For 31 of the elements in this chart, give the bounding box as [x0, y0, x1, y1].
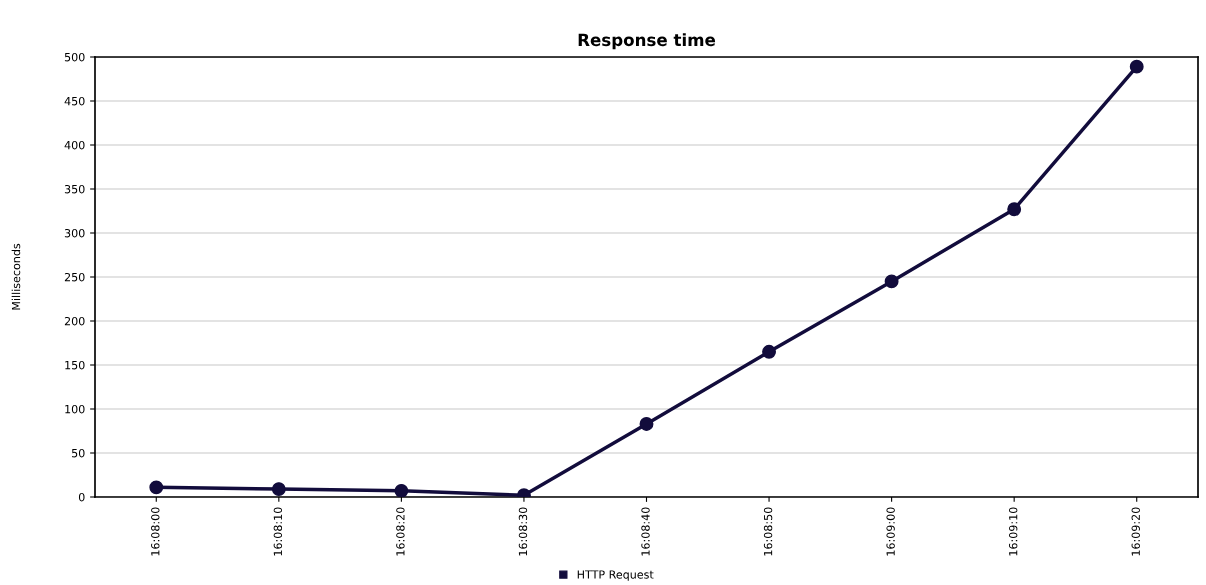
- chart-title: Response time: [578, 33, 716, 50]
- x-tick-label: 16:08:20: [396, 507, 405, 556]
- y-tick-label: 450: [64, 96, 85, 106]
- point: [1007, 202, 1022, 217]
- y-tick-label: 100: [65, 404, 85, 414]
- x-tick-label: 16:09:10: [1008, 507, 1018, 556]
- x-tick-label: 16:08:10: [273, 507, 283, 556]
- x-tick-label: 16:08:50: [763, 507, 773, 556]
- y-tick-label: 0: [78, 492, 85, 502]
- legend-label: HTTP Request: [577, 570, 654, 581]
- x-tick-label: 16:08:30: [518, 507, 528, 556]
- point: [884, 274, 899, 289]
- point: [1129, 59, 1144, 74]
- y-tick-label: 150: [65, 360, 85, 370]
- y-tick-label: 350: [64, 184, 85, 194]
- point: [271, 482, 286, 497]
- x-tick-label: 16:08:40: [641, 507, 650, 556]
- y-tick-label: 500: [64, 52, 85, 62]
- y-tick-label: 400: [64, 140, 85, 150]
- point: [394, 483, 409, 497]
- x-tick-label: 16:08:00: [151, 507, 160, 556]
- y-axis-title: Milliseconds: [11, 243, 21, 310]
- point: [149, 480, 164, 495]
- point: [762, 344, 777, 359]
- x-tick-label: 16:09:00: [886, 507, 895, 556]
- y-tick-label: 200: [64, 316, 85, 326]
- y-tick-label: 300: [64, 228, 85, 238]
- point: [639, 417, 654, 431]
- y-tick-label: 50: [72, 448, 85, 458]
- y-tick-label: 250: [64, 272, 85, 282]
- x-tick-label: 16:09:20: [1131, 507, 1140, 556]
